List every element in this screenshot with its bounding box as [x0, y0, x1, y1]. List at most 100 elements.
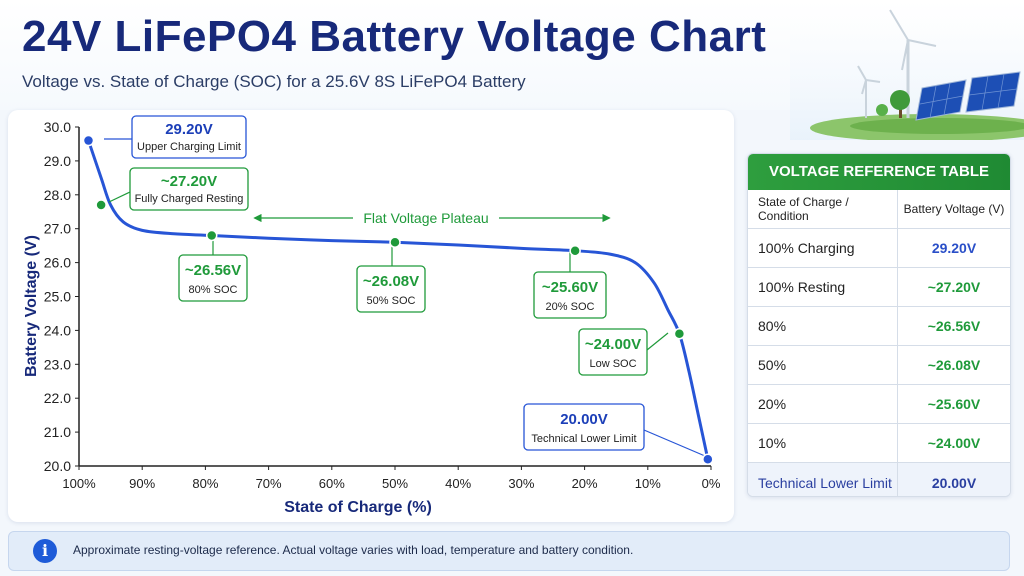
table-row: 100% Resting ~27.20V: [748, 268, 1010, 307]
info-icon: i: [33, 539, 57, 563]
annotation-box: [129, 167, 249, 211]
info-text: Approximate resting-voltage reference. A…: [73, 543, 634, 557]
data-point-marker: [82, 134, 95, 147]
y-tick-label: 20.0: [44, 458, 71, 474]
annotation-callout: ~25.60V 20% SOC: [533, 271, 607, 319]
y-tick-label: 29.0: [44, 153, 71, 169]
wind-solar-illustration: [790, 0, 1024, 140]
table-cell-condition: 80%: [748, 307, 898, 345]
column-header-condition: State of Charge / Condition: [748, 190, 898, 228]
table-row: 80% ~26.56V: [748, 307, 1010, 346]
y-axis-label: Battery Voltage (V): [23, 235, 40, 377]
table-cell-voltage: ~26.56V: [927, 318, 981, 334]
x-tick-label: 70%: [256, 476, 282, 491]
plateau-label: Flat Voltage Plateau: [363, 210, 488, 226]
annotation-callout: ~26.56V 80% SOC: [178, 254, 248, 302]
y-tick-label: 30.0: [44, 119, 71, 135]
annotation-connector: [646, 332, 669, 351]
annotation-callout: ~24.00V Low SOC: [578, 328, 648, 376]
plateau-indicator: Flat Voltage Plateau: [253, 210, 611, 226]
x-tick-label: 60%: [319, 476, 345, 491]
annotation-box: [533, 271, 607, 319]
annotation-box: [523, 403, 645, 451]
table-cell-condition: 50%: [748, 346, 898, 384]
table-row: Technical Lower Limit 20.00V: [748, 463, 1010, 496]
y-tick-label: 28.0: [44, 187, 71, 203]
annotation-label: Low SOC: [589, 358, 636, 370]
page-subtitle: Voltage vs. State of Charge (SOC) for a …: [22, 72, 526, 91]
table-cell-voltage: 20.00V: [931, 474, 977, 491]
data-point-marker: [673, 328, 686, 340]
table-cell-condition: Technical Lower Limit: [748, 463, 898, 496]
table-title: VOLTAGE REFERENCE TABLE: [748, 154, 1010, 190]
annotation-value: 20.00V: [560, 411, 608, 428]
table-cell-voltage: ~26.08V: [927, 357, 981, 373]
annotation-label: 80% SOC: [189, 284, 238, 296]
data-point-marker: [389, 236, 401, 249]
table-header: State of Charge / Condition Battery Volt…: [748, 190, 1010, 229]
annotation-value: ~27.20V: [161, 173, 217, 190]
y-tick-label: 25.0: [44, 289, 71, 305]
data-point-marker: [569, 244, 581, 257]
table-cell-condition: 100% Charging: [748, 229, 898, 267]
x-tick-label: 100%: [62, 476, 96, 491]
data-point-marker: [95, 199, 107, 211]
table-body: 100% Charging 29.20V 100% Resting ~27.20V 80…: [748, 229, 1010, 496]
voltage-chart: 20.0 21.0 22.0 23.0 24.0 25.0 26.0 27.0 28.0 29.0…: [23, 115, 721, 516]
data-point-marker: [702, 453, 714, 465]
annotation-value: 29.20V: [165, 121, 213, 138]
annotation-callout: 29.20V Upper Charging Limit: [131, 115, 247, 159]
x-tick-label: 80%: [192, 476, 218, 491]
x-tick-label: 20%: [572, 476, 598, 491]
annotation-box: [578, 328, 648, 376]
annotation-connector: [643, 429, 706, 457]
annotation-value: ~25.60V: [542, 279, 598, 296]
page-title: 24V LiFePO4 Battery Voltage Chart: [22, 12, 767, 61]
x-tick-label: 10%: [635, 476, 661, 491]
annotation-label: 20% SOC: [546, 301, 595, 313]
x-tick-label: 0%: [702, 476, 721, 491]
annotation-value: ~26.56V: [185, 262, 241, 279]
y-tick-label: 23.0: [44, 356, 71, 372]
table-cell-voltage: ~24.00V: [927, 435, 981, 451]
x-axis-label: State of Charge (%): [284, 499, 432, 516]
table-cell-condition: 20%: [748, 385, 898, 423]
y-tick-label: 27.0: [44, 221, 71, 237]
x-tick-label: 40%: [445, 476, 471, 491]
info-bar: i Approximate resting-voltage reference.…: [8, 531, 1010, 571]
table-cell-voltage: ~25.60V: [927, 396, 981, 412]
annotation-callout: ~26.08V 50% SOC: [356, 265, 426, 313]
annotation-box: [356, 265, 426, 313]
y-tick-label: 26.0: [44, 255, 71, 271]
column-header-voltage: Battery Voltage (V): [903, 202, 1005, 216]
y-tick-label: 22.0: [44, 390, 71, 406]
table-cell-condition: 10%: [748, 424, 898, 462]
annotation-callout: ~27.20V Fully Charged Resting: [129, 167, 249, 211]
data-point-marker: [205, 229, 218, 242]
annotation-connector: [108, 191, 131, 203]
x-tick-label: 30%: [508, 476, 534, 491]
annotation-label: Technical Lower Limit: [531, 433, 636, 445]
annotation-value: ~24.00V: [585, 336, 641, 353]
y-tick-label: 21.0: [44, 424, 71, 440]
x-tick-label: 50%: [382, 476, 408, 491]
annotation-callout: 20.00V Technical Lower Limit: [523, 403, 645, 451]
annotation-box: [131, 115, 247, 159]
table-row: 50% ~26.08V: [748, 346, 1010, 385]
annotation-label: Upper Charging Limit: [137, 141, 241, 153]
table-cell-voltage: ~27.20V: [927, 279, 981, 295]
table-cell-condition: 100% Resting: [748, 268, 898, 306]
table-row: 100% Charging 29.20V: [748, 229, 1010, 268]
chart-panel: 20.0 21.0 22.0 23.0 24.0 25.0 26.0 27.0 28.0 29.0…: [8, 110, 734, 522]
annotation-label: Fully Charged Resting: [135, 193, 244, 205]
solar-panel-icon: [915, 71, 1021, 121]
y-tick-label: 24.0: [44, 322, 71, 338]
x-tick-label: 90%: [129, 476, 155, 491]
table-cell-voltage: 29.20V: [931, 240, 977, 256]
voltage-reference-table: VOLTAGE REFERENCE TABLE State of Charge …: [747, 153, 1011, 497]
voltage-curve: [87, 140, 710, 460]
table-row: 20% ~25.60V: [748, 385, 1010, 424]
tree-icon: [876, 90, 910, 118]
table-row: 10% ~24.00V: [748, 424, 1010, 463]
annotation-value: ~26.08V: [363, 273, 419, 290]
